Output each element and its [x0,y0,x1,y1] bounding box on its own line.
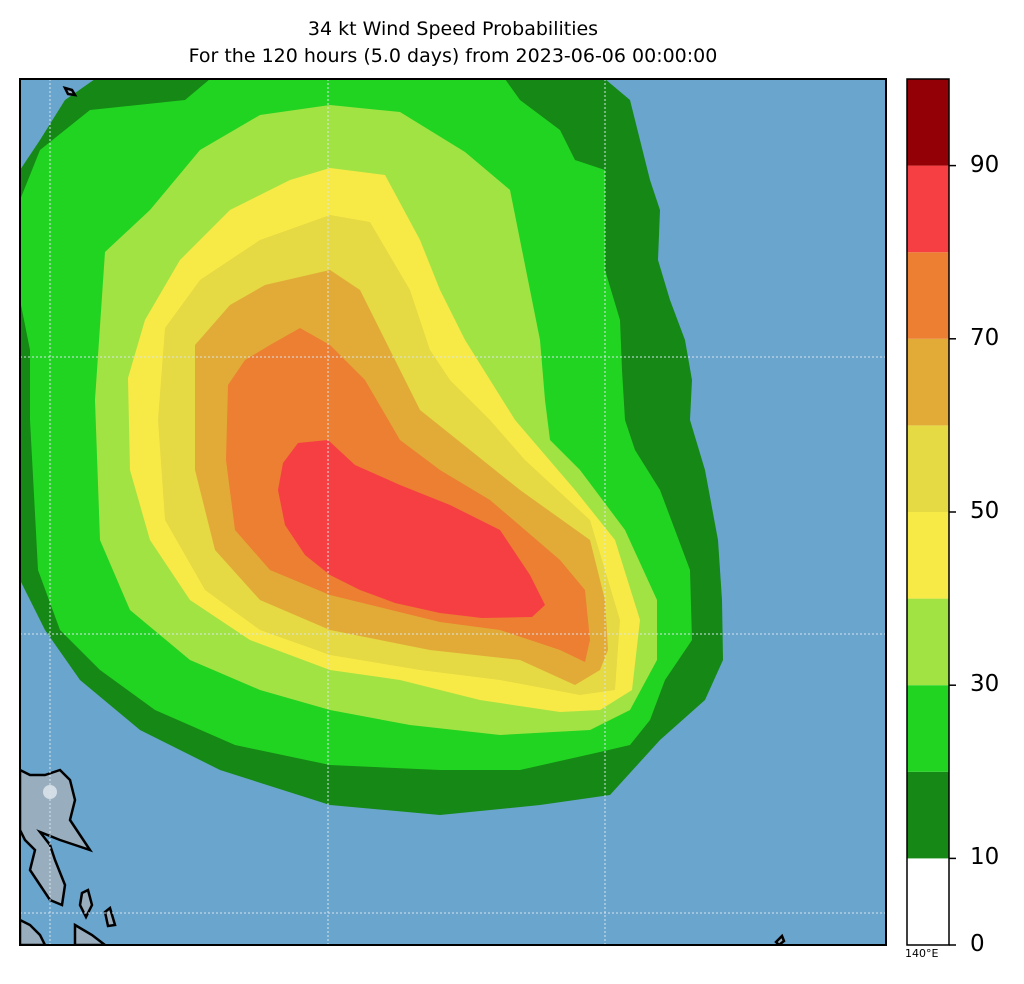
colorbar-tick-label: 0 [970,931,985,957]
colorbar-bin [907,771,949,859]
colorbar-bin [907,512,949,599]
colorbar-tick-label: 70 [970,324,1000,351]
colorbar-bin [907,252,949,339]
colorbar-ticks [949,164,956,946]
colorbar-bin [907,165,949,253]
colorbar-bin [907,858,949,945]
chart-title: 34 kt Wind Speed Probabilities [307,18,599,40]
colorbar-bin [907,79,949,166]
small-island [103,905,117,928]
land-mass [20,768,108,945]
chart-subtitle: For the 120 hours (5.0 days) from 2023-0… [188,45,718,67]
small-island [78,888,94,920]
contour-band-70 [278,440,545,618]
colorbar-tick-label: 90 [970,151,1000,178]
small-island [62,86,78,97]
longitude-label: 140°E [905,947,939,960]
gridlines [20,79,886,945]
map-frame [19,78,887,946]
colorbar-bin [907,338,949,426]
colorbar-bin [907,598,949,686]
colorbar-bin [907,425,949,512]
colorbar [907,79,949,945]
colorbar-bin [907,685,949,772]
colorbar-tick-label: 50 [970,498,1000,524]
colorbar-tick-label: 10 [970,844,1000,871]
colorbar-tick-label: 30 [970,671,1000,698]
